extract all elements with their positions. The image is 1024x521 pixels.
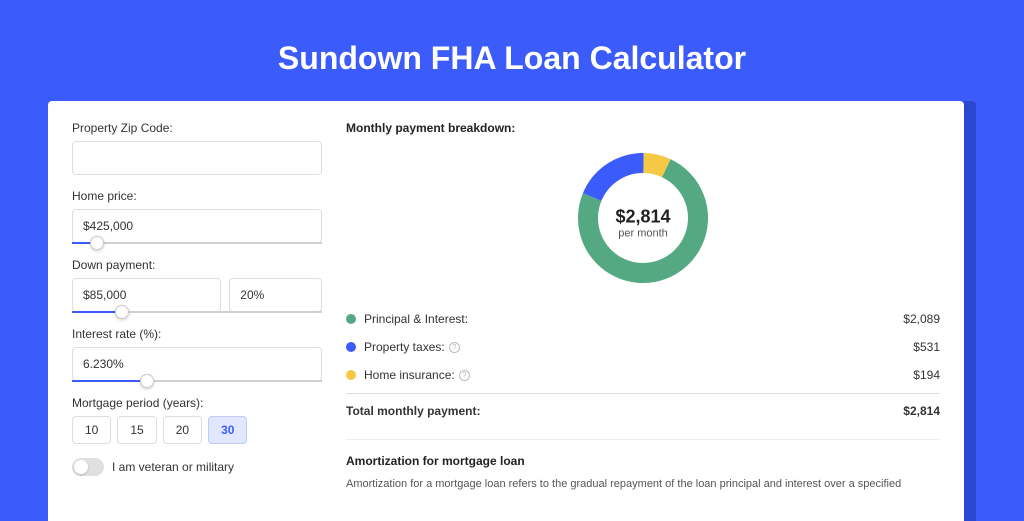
legend-row: Principal & Interest:$2,089 [346,305,940,333]
slider-thumb[interactable] [90,236,104,250]
donut-chart: $2,814 per month [346,145,940,301]
zip-input[interactable] [72,141,322,175]
card-shadow: Property Zip Code: Home price: Down paym… [48,101,976,521]
home-price-label: Home price: [72,189,322,203]
donut-label: per month [615,228,670,240]
donut-center: $2,814 per month [615,207,670,240]
veteran-label: I am veteran or military [112,460,234,474]
slider-fill [72,380,147,382]
breakdown-column: Monthly payment breakdown: $2,814 per mo… [346,121,940,521]
legend: Principal & Interest:$2,089Property taxe… [346,305,940,389]
slider-thumb[interactable] [115,305,129,319]
legend-dot [346,314,356,324]
down-payment-slider[interactable] [72,311,322,313]
period-group: Mortgage period (years): 10152030 [72,396,322,444]
interest-group: Interest rate (%): [72,327,322,382]
veteran-row: I am veteran or military [72,458,322,476]
legend-value: $194 [913,368,940,382]
breakdown-title: Monthly payment breakdown: [346,121,940,135]
legend-value: $2,089 [903,312,940,326]
info-icon[interactable]: ? [459,370,470,381]
legend-label: Home insurance: ? [364,368,913,382]
legend-dot [346,342,356,352]
legend-label: Principal & Interest: [364,312,903,326]
period-buttons: 10152030 [72,416,322,444]
interest-slider[interactable] [72,380,322,382]
donut-value: $2,814 [615,207,670,228]
zip-field-group: Property Zip Code: [72,121,322,175]
home-price-input[interactable] [72,209,322,243]
down-payment-amount-input[interactable] [72,278,221,312]
legend-label: Property taxes: ? [364,340,913,354]
legend-value: $531 [913,340,940,354]
form-column: Property Zip Code: Home price: Down paym… [72,121,322,521]
interest-input[interactable] [72,347,322,381]
amortization-title: Amortization for mortgage loan [346,454,940,468]
period-label: Mortgage period (years): [72,396,322,410]
amortization-section: Amortization for mortgage loan Amortizat… [346,439,940,493]
down-payment-label: Down payment: [72,258,322,272]
total-value: $2,814 [903,404,940,418]
down-payment-group: Down payment: [72,258,322,313]
interest-label: Interest rate (%): [72,327,322,341]
period-btn-10[interactable]: 10 [72,416,111,444]
total-label: Total monthly payment: [346,404,903,418]
page-title: Sundown FHA Loan Calculator [0,0,1024,101]
home-price-slider[interactable] [72,242,322,244]
period-btn-15[interactable]: 15 [117,416,156,444]
calculator-card: Property Zip Code: Home price: Down paym… [48,101,964,521]
amortization-text: Amortization for a mortgage loan refers … [346,476,940,493]
legend-dot [346,370,356,380]
period-btn-20[interactable]: 20 [163,416,202,444]
legend-row: Property taxes: ?$531 [346,333,940,361]
down-payment-percent-input[interactable] [229,278,322,312]
legend-row: Home insurance: ?$194 [346,361,940,389]
veteran-toggle[interactable] [72,458,104,476]
period-btn-30[interactable]: 30 [208,416,247,444]
slider-thumb[interactable] [140,374,154,388]
home-price-group: Home price: [72,189,322,244]
info-icon[interactable]: ? [449,342,460,353]
legend-total-row: Total monthly payment: $2,814 [346,393,940,425]
zip-label: Property Zip Code: [72,121,322,135]
